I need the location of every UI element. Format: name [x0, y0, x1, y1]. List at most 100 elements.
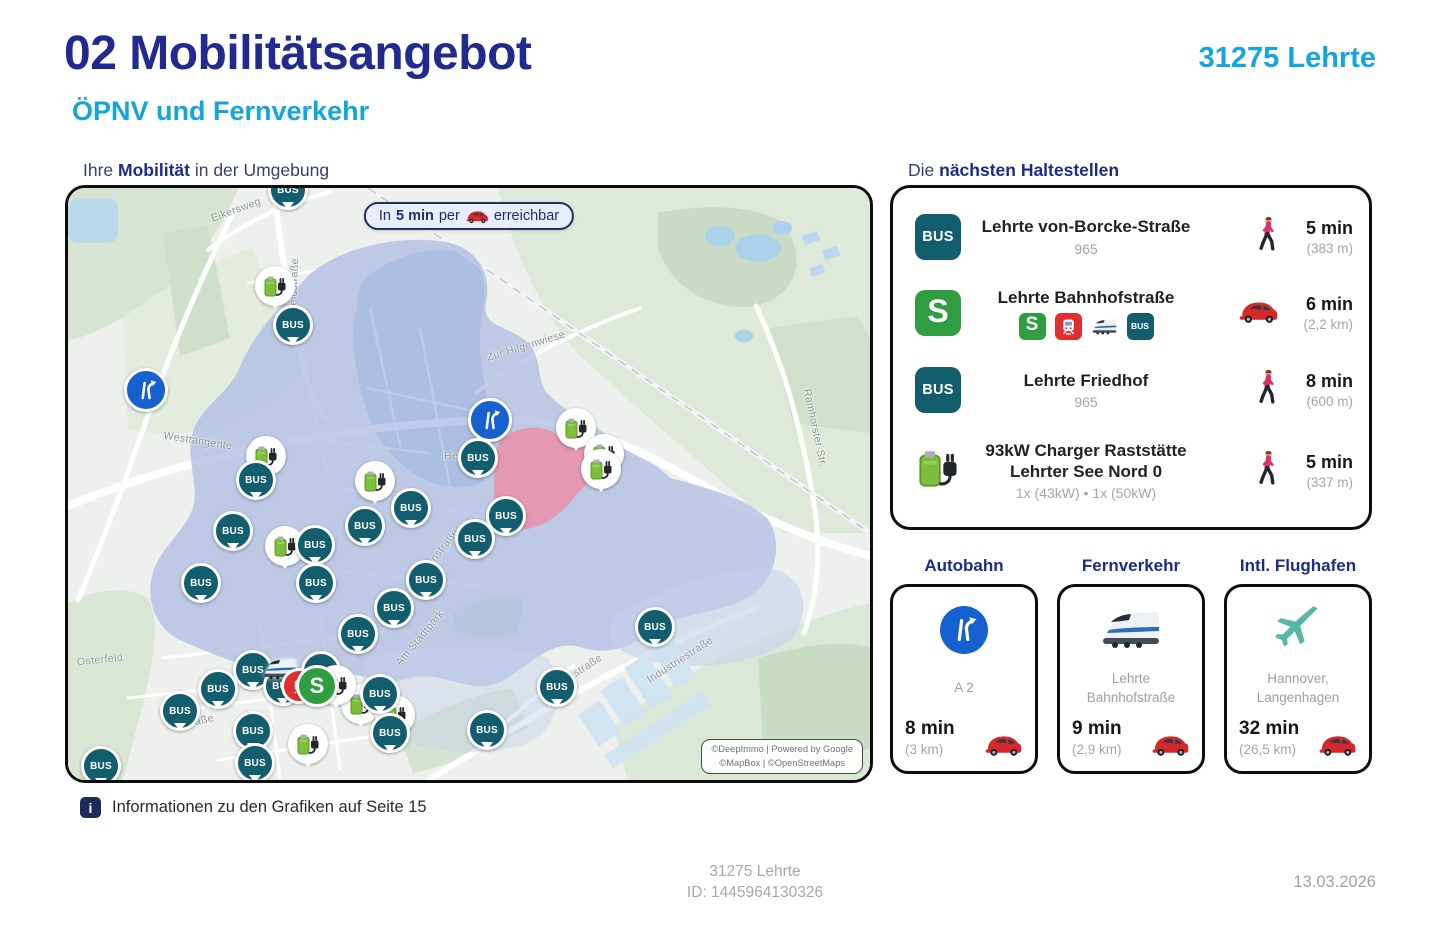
- card-time: 8 min: [905, 718, 955, 739]
- bus-icon: BUS: [915, 213, 961, 260]
- bus-map-pin: BUS: [198, 669, 238, 709]
- attribution-line2: ©MapBox | ©OpenStreetMaps: [719, 757, 846, 768]
- fernverkehr-card: Fernverkehr Lehrte Bahnhofstraße 9 min (…: [1057, 556, 1205, 774]
- card-label: Autobahn: [924, 556, 1004, 575]
- autobahn-card: Autobahn A 2 8 min (3 km): [890, 556, 1038, 774]
- stop-title: 93kW Charger Raststätte Lehrter See Nord…: [985, 440, 1187, 482]
- flughafen-card: Intl. Flughafen Hannover, Langenhagen 32…: [1224, 556, 1372, 774]
- car-icon: [985, 736, 1022, 756]
- stop-distance: (600 m): [1306, 393, 1353, 409]
- bus-map-pin: BUS: [455, 519, 495, 559]
- info-icon: i: [80, 797, 101, 818]
- walking-person-icon: [1257, 450, 1279, 491]
- card-distance: (26,5 km): [1239, 742, 1297, 757]
- bus-map-pin: BUS: [213, 511, 253, 551]
- street-label: Her: [443, 450, 463, 462]
- page-subtitle: ÖPNV und Fernverkehr: [72, 96, 370, 126]
- pill-suffix: erreichbar: [493, 208, 560, 224]
- bus-icon: BUS: [915, 366, 961, 413]
- stops-label-bold: nächsten Haltestellen: [939, 160, 1120, 180]
- footnote-text: Informationen zu den Grafiken auf Seite …: [112, 798, 427, 816]
- bus-map-pin: BUS: [458, 438, 498, 478]
- bus-map-pin: BUS: [391, 488, 431, 528]
- stop-title: Lehrte Friedhof: [1023, 370, 1149, 390]
- card-label: Intl. Flughafen: [1239, 556, 1357, 575]
- map-attribution: ©DeepImmo | Powered by Google ©MapBox | …: [701, 739, 863, 774]
- page-title: 02 Mobilitätsangebot: [64, 27, 532, 80]
- motorway-map-pin: [468, 398, 512, 442]
- map-section-label: Ihre Mobilität in der Umgebung: [83, 160, 329, 181]
- stop-time: 5 min: [1305, 451, 1353, 472]
- stop-row-von-borcke: BUS Lehrte von-Borcke-Straße 965 5 min (…: [909, 213, 1353, 260]
- charger-map-pin: [581, 449, 621, 492]
- footer-center: 31275 Lehrte ID: 1445964130326: [520, 862, 990, 904]
- bus-map-pin: BUS: [295, 525, 335, 565]
- card-label: Fernverkehr: [1081, 556, 1181, 575]
- map-label-prefix: Ihre: [83, 160, 119, 180]
- walking-person-icon: [1257, 216, 1279, 257]
- ev-charger-icon: [915, 445, 961, 496]
- map-label-suffix: in der Umgebung: [189, 160, 330, 180]
- bus-map-pin: BUS: [181, 563, 221, 603]
- card-time: 32 min: [1239, 718, 1300, 739]
- bus-map-pin: BUS: [160, 691, 200, 731]
- ice-train-badge-icon: [1091, 313, 1118, 340]
- travel-cards: Autobahn A 2 8 min (3 km): [890, 556, 1372, 774]
- bus-map-pin: BUS: [338, 614, 378, 654]
- graphics-footnote: i Informationen zu den Grafiken auf Seit…: [80, 797, 427, 818]
- footer-report-id: ID: 1445964130326: [686, 883, 824, 901]
- stop-distance: (2,2 km): [1303, 317, 1353, 333]
- location-zip-city: 31275 Lehrte: [1198, 42, 1376, 74]
- stop-title: Lehrte von-Borcke-Straße: [981, 217, 1191, 237]
- bus-map-pin: BUS: [273, 305, 313, 345]
- charger-map-pin: [355, 461, 395, 504]
- high-speed-train-icon: [1099, 606, 1163, 655]
- stop-time: 6 min: [1305, 294, 1353, 315]
- sbahn-icon: S: [915, 290, 961, 337]
- airplane-icon: [1274, 604, 1322, 657]
- stop-row-charger: 93kW Charger Raststätte Lehrter See Nord…: [909, 440, 1353, 502]
- card-destination: A 2: [954, 680, 974, 696]
- map-tiles: [68, 188, 870, 780]
- motorway-map-pin: [124, 368, 168, 412]
- bus-map-pin: BUS: [467, 710, 507, 750]
- regional-train-badge-icon: [1054, 312, 1082, 340]
- bus-map-pin: BUS: [374, 588, 414, 628]
- charger-map-pin: [288, 724, 328, 767]
- stop-distance: (383 m): [1306, 240, 1353, 256]
- stop-lines: 965: [1074, 240, 1098, 257]
- card-distance: (2,9 km): [1072, 742, 1122, 757]
- bus-map-pin: BUS: [406, 560, 446, 600]
- car-icon: [1319, 736, 1356, 756]
- bus-map-pin: BUS: [345, 506, 385, 546]
- walking-person-icon: [1257, 369, 1279, 410]
- pill-prefix: In: [378, 208, 391, 224]
- bus-map-pin: BUS: [370, 713, 410, 753]
- bus-map-pin: BUS: [296, 563, 336, 603]
- sbahn-badge-icon: S: [1018, 312, 1046, 340]
- map-label-bold: Mobilität: [118, 160, 190, 180]
- stop-title: Lehrte Bahnhofstraße: [997, 287, 1175, 307]
- transit-badges: S BUS: [971, 312, 1201, 340]
- bus-badge-icon: BUS: [1126, 312, 1154, 340]
- bus-map-pin: BUS: [635, 607, 675, 647]
- stop-distance: (337 m): [1306, 474, 1353, 490]
- card-time: 9 min: [1072, 718, 1122, 739]
- drive-time-pill: In 5 min per erreichbar: [363, 202, 575, 230]
- car-icon: [466, 211, 488, 224]
- charger-power: 1x (43kW) • 1x (50kW): [1015, 485, 1157, 502]
- car-icon: [1152, 736, 1189, 756]
- footer-location: 31275 Lehrte: [709, 863, 801, 880]
- stops-section-label: Die nächsten Haltestellen: [908, 160, 1119, 181]
- nearest-stops-panel: BUS Lehrte von-Borcke-Straße 965 5 min (…: [890, 185, 1372, 530]
- bus-map-pin: BUS: [236, 460, 276, 500]
- card-distance: (3 km): [905, 742, 944, 757]
- motorway-sign-icon: [940, 606, 988, 654]
- stops-label-prefix: Die: [908, 160, 940, 180]
- mobility-map: EikerswegmfeldstraßeZur HilgenwieseRamho…: [65, 185, 873, 783]
- bus-map-pin: BUS: [360, 674, 400, 714]
- stop-row-friedhof: BUS Lehrte Friedhof 965 8 min (600 m): [909, 366, 1353, 413]
- stop-row-bahnhofstrasse: S Lehrte Bahnhofstraße S: [909, 287, 1353, 340]
- pill-middle: per: [438, 208, 460, 224]
